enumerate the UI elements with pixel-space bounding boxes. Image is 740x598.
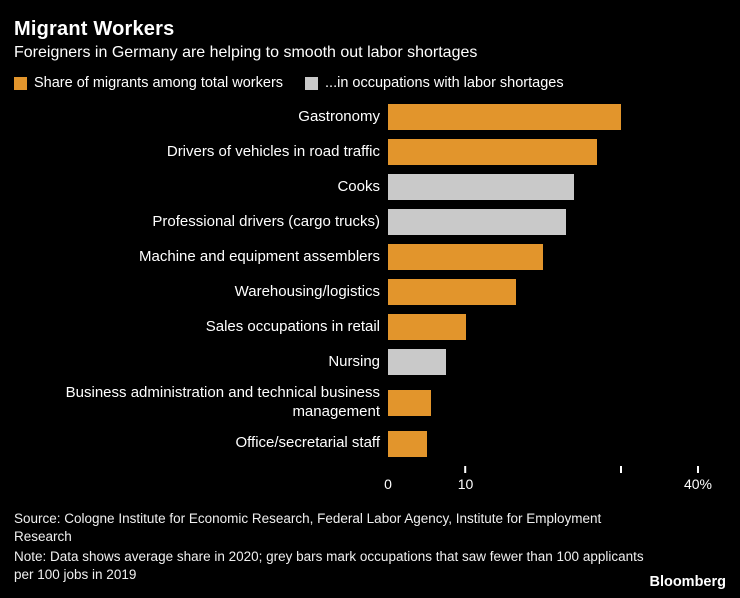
bar xyxy=(388,174,574,200)
legend-item-migrant-share: Share of migrants among total workers xyxy=(14,75,283,91)
bar-track xyxy=(388,279,698,305)
bar-label: Machine and equipment assemblers xyxy=(139,247,380,265)
axis-tick: 40% xyxy=(683,465,713,492)
tick-label: 40% xyxy=(683,475,713,492)
bar-row: Nursing xyxy=(14,349,726,375)
bar xyxy=(388,209,567,235)
bar xyxy=(388,279,516,305)
chart-footer: Source: Cologne Institute for Economic R… xyxy=(14,510,654,585)
legend-label-shortage-occupations: ...in occupations with labor shortages xyxy=(325,75,564,91)
legend-swatch-orange xyxy=(14,76,27,90)
axis-tick xyxy=(619,465,622,476)
axis-tick: 10 xyxy=(457,465,474,492)
bar xyxy=(388,314,466,340)
tick-label: 10 xyxy=(457,475,474,492)
bar-row: Drivers of vehicles in road traffic xyxy=(14,139,726,165)
data-note: Note: Data shows average share in 2020; … xyxy=(14,548,644,583)
tick-mark xyxy=(697,465,699,473)
bar-track xyxy=(388,174,698,200)
bar-row: Warehousing/logistics xyxy=(14,279,726,305)
bar-row: Sales occupations in retail xyxy=(14,314,726,340)
bar-label: Sales occupations in retail xyxy=(205,317,380,335)
bloomberg-logo: Bloomberg xyxy=(649,574,726,590)
bar-track xyxy=(388,209,698,235)
bar-label: Business administration and technical bu… xyxy=(65,384,380,420)
bar-track xyxy=(388,104,698,130)
bar-row: Cooks xyxy=(14,174,726,200)
chart-title: Migrant Workers xyxy=(14,18,175,40)
bar-track xyxy=(388,314,698,340)
bar-label: Drivers of vehicles in road traffic xyxy=(166,142,380,160)
legend: Share of migrants among total workers ..… xyxy=(14,75,726,91)
legend-label-migrant-share: Share of migrants among total workers xyxy=(34,75,284,91)
bar xyxy=(388,104,621,130)
bar-row: Gastronomy xyxy=(14,104,726,130)
bar-row: Business administration and technical bu… xyxy=(14,384,726,422)
bar-label: Nursing xyxy=(328,352,380,370)
bar-label: Gastronomy xyxy=(298,107,380,125)
legend-swatch-grey xyxy=(305,76,319,90)
bar-track xyxy=(388,430,698,457)
x-axis: 0 10 40% xyxy=(384,465,712,494)
bar-track xyxy=(388,139,698,165)
bar-label: Professional drivers (cargo trucks) xyxy=(152,212,380,230)
bar xyxy=(388,244,543,270)
bar-track xyxy=(388,389,698,416)
bar-chart: Gastronomy Drivers of vehicles in road tr… xyxy=(14,104,726,457)
bar xyxy=(388,349,447,375)
bar xyxy=(388,430,427,457)
bar-label: Office/secretarial staff xyxy=(235,434,380,452)
bar-label: Warehousing/logistics xyxy=(234,282,380,300)
bar-row: Professional drivers (cargo trucks) xyxy=(14,209,726,235)
legend-item-shortage-occupations: ...in occupations with labor shortages xyxy=(305,75,564,91)
tick-label: 0 xyxy=(384,475,392,492)
bar-track xyxy=(388,349,698,375)
axis-tick: 0 xyxy=(384,466,392,492)
chart-subtitle: Foreigners in Germany are helping to smo… xyxy=(14,44,478,61)
source-note: Source: Cologne Institute for Economic R… xyxy=(14,510,602,544)
bar-label: Cooks xyxy=(337,177,380,195)
tick-mark xyxy=(464,465,467,473)
tick-mark xyxy=(619,465,622,473)
bar xyxy=(388,389,431,416)
bar-row: Office/secretarial staff xyxy=(14,430,726,457)
bar-track xyxy=(388,244,698,270)
bar xyxy=(388,139,598,165)
bar-row: Machine and equipment assemblers xyxy=(14,244,726,270)
